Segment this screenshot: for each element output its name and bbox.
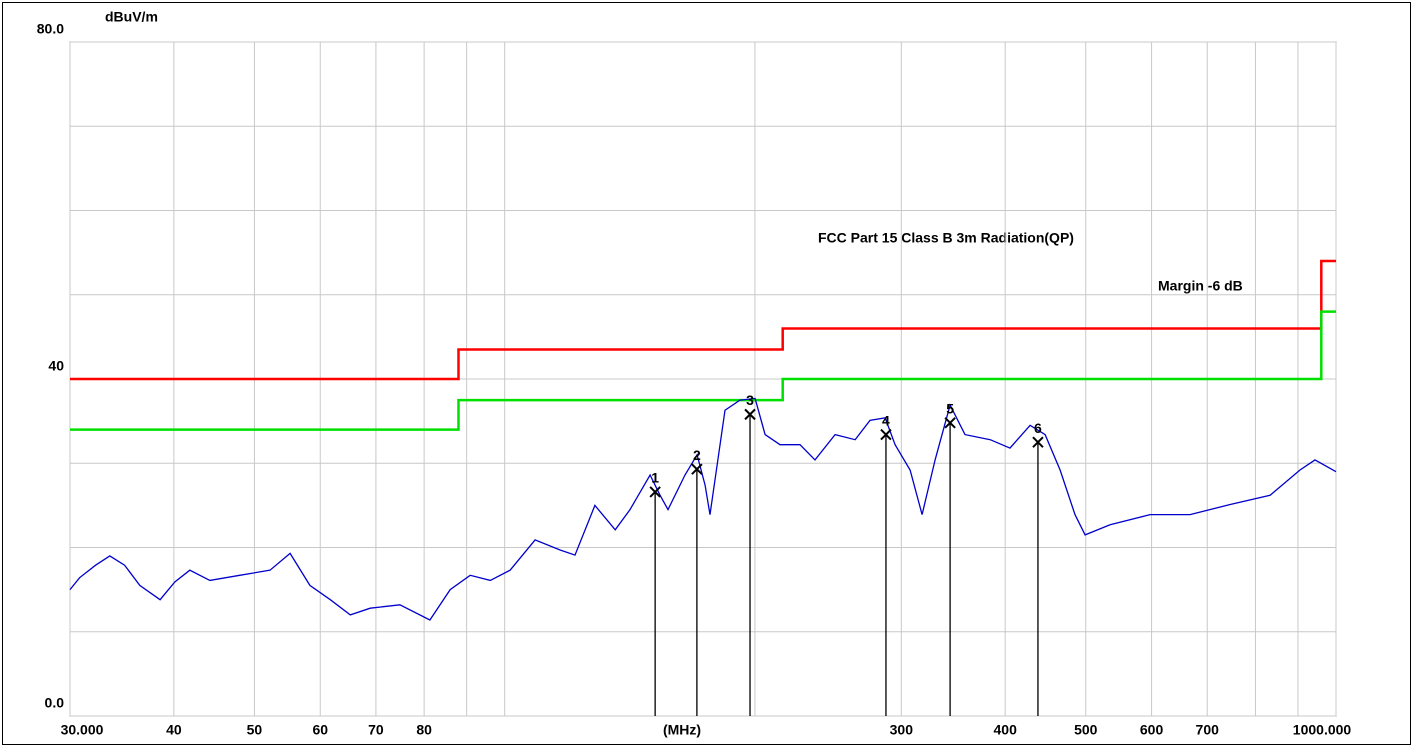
marker [1032, 436, 1044, 448]
x-tick-label: 300 [890, 722, 914, 738]
legend-limit: FCC Part 15 Class B 3m Radiation(QP) [818, 230, 1074, 246]
x-tick-label: 50 [247, 722, 263, 738]
marker-label: 6 [1034, 420, 1042, 436]
x-tick-label: 600 [1140, 722, 1164, 738]
y-axis-label: dBuV/m [105, 9, 158, 25]
limit-line [70, 259, 1336, 381]
marker [691, 463, 703, 475]
trace-line [69, 397, 1337, 621]
marker-label: 5 [946, 401, 954, 417]
marker-label: 3 [746, 392, 754, 408]
limit-line [70, 310, 1336, 431]
marker [944, 417, 956, 429]
y-tick-label: 40 [48, 358, 64, 374]
marker-label: 1 [651, 470, 659, 486]
x-tick-label: 30.000 [61, 722, 104, 738]
y-tick-label: 80.0 [37, 21, 64, 37]
marker [649, 486, 661, 498]
marker [744, 408, 756, 421]
x-tick-label: 500 [1074, 722, 1098, 738]
marker-label: 4 [882, 412, 890, 428]
marker [880, 428, 892, 441]
x-tick-label: 60 [312, 722, 328, 738]
x-axis-label: (MHz) [663, 722, 701, 738]
marker-label: 2 [693, 447, 701, 463]
x-tick-label: 1000.000 [1293, 722, 1352, 738]
x-tick-label: 80 [416, 722, 432, 738]
x-tick-label: 700 [1196, 722, 1220, 738]
y-tick-label: 0.0 [45, 695, 65, 711]
x-tick-label: 70 [368, 722, 384, 738]
legend-margin: Margin -6 dB [1158, 278, 1243, 294]
x-tick-label: 400 [994, 722, 1018, 738]
x-tick-label: 40 [166, 722, 182, 738]
